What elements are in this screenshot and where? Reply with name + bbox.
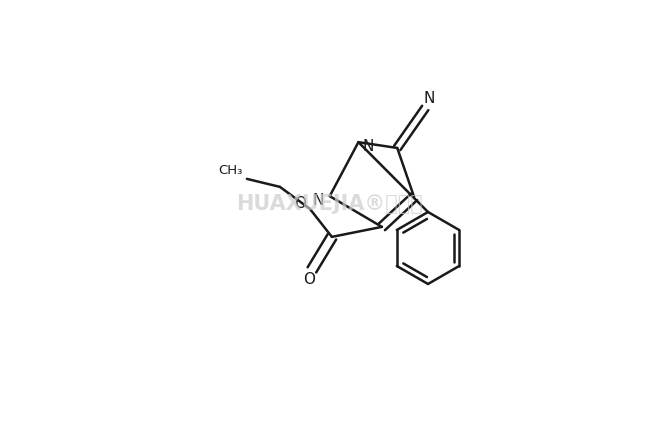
Text: N: N (424, 92, 435, 106)
Text: N: N (312, 193, 323, 207)
Text: CH₃: CH₃ (219, 164, 243, 177)
Text: N: N (363, 138, 374, 154)
Text: O: O (294, 196, 306, 211)
Text: HUAXUEJIA®化学加: HUAXUEJIA®化学加 (237, 194, 424, 214)
Text: O: O (303, 272, 315, 288)
